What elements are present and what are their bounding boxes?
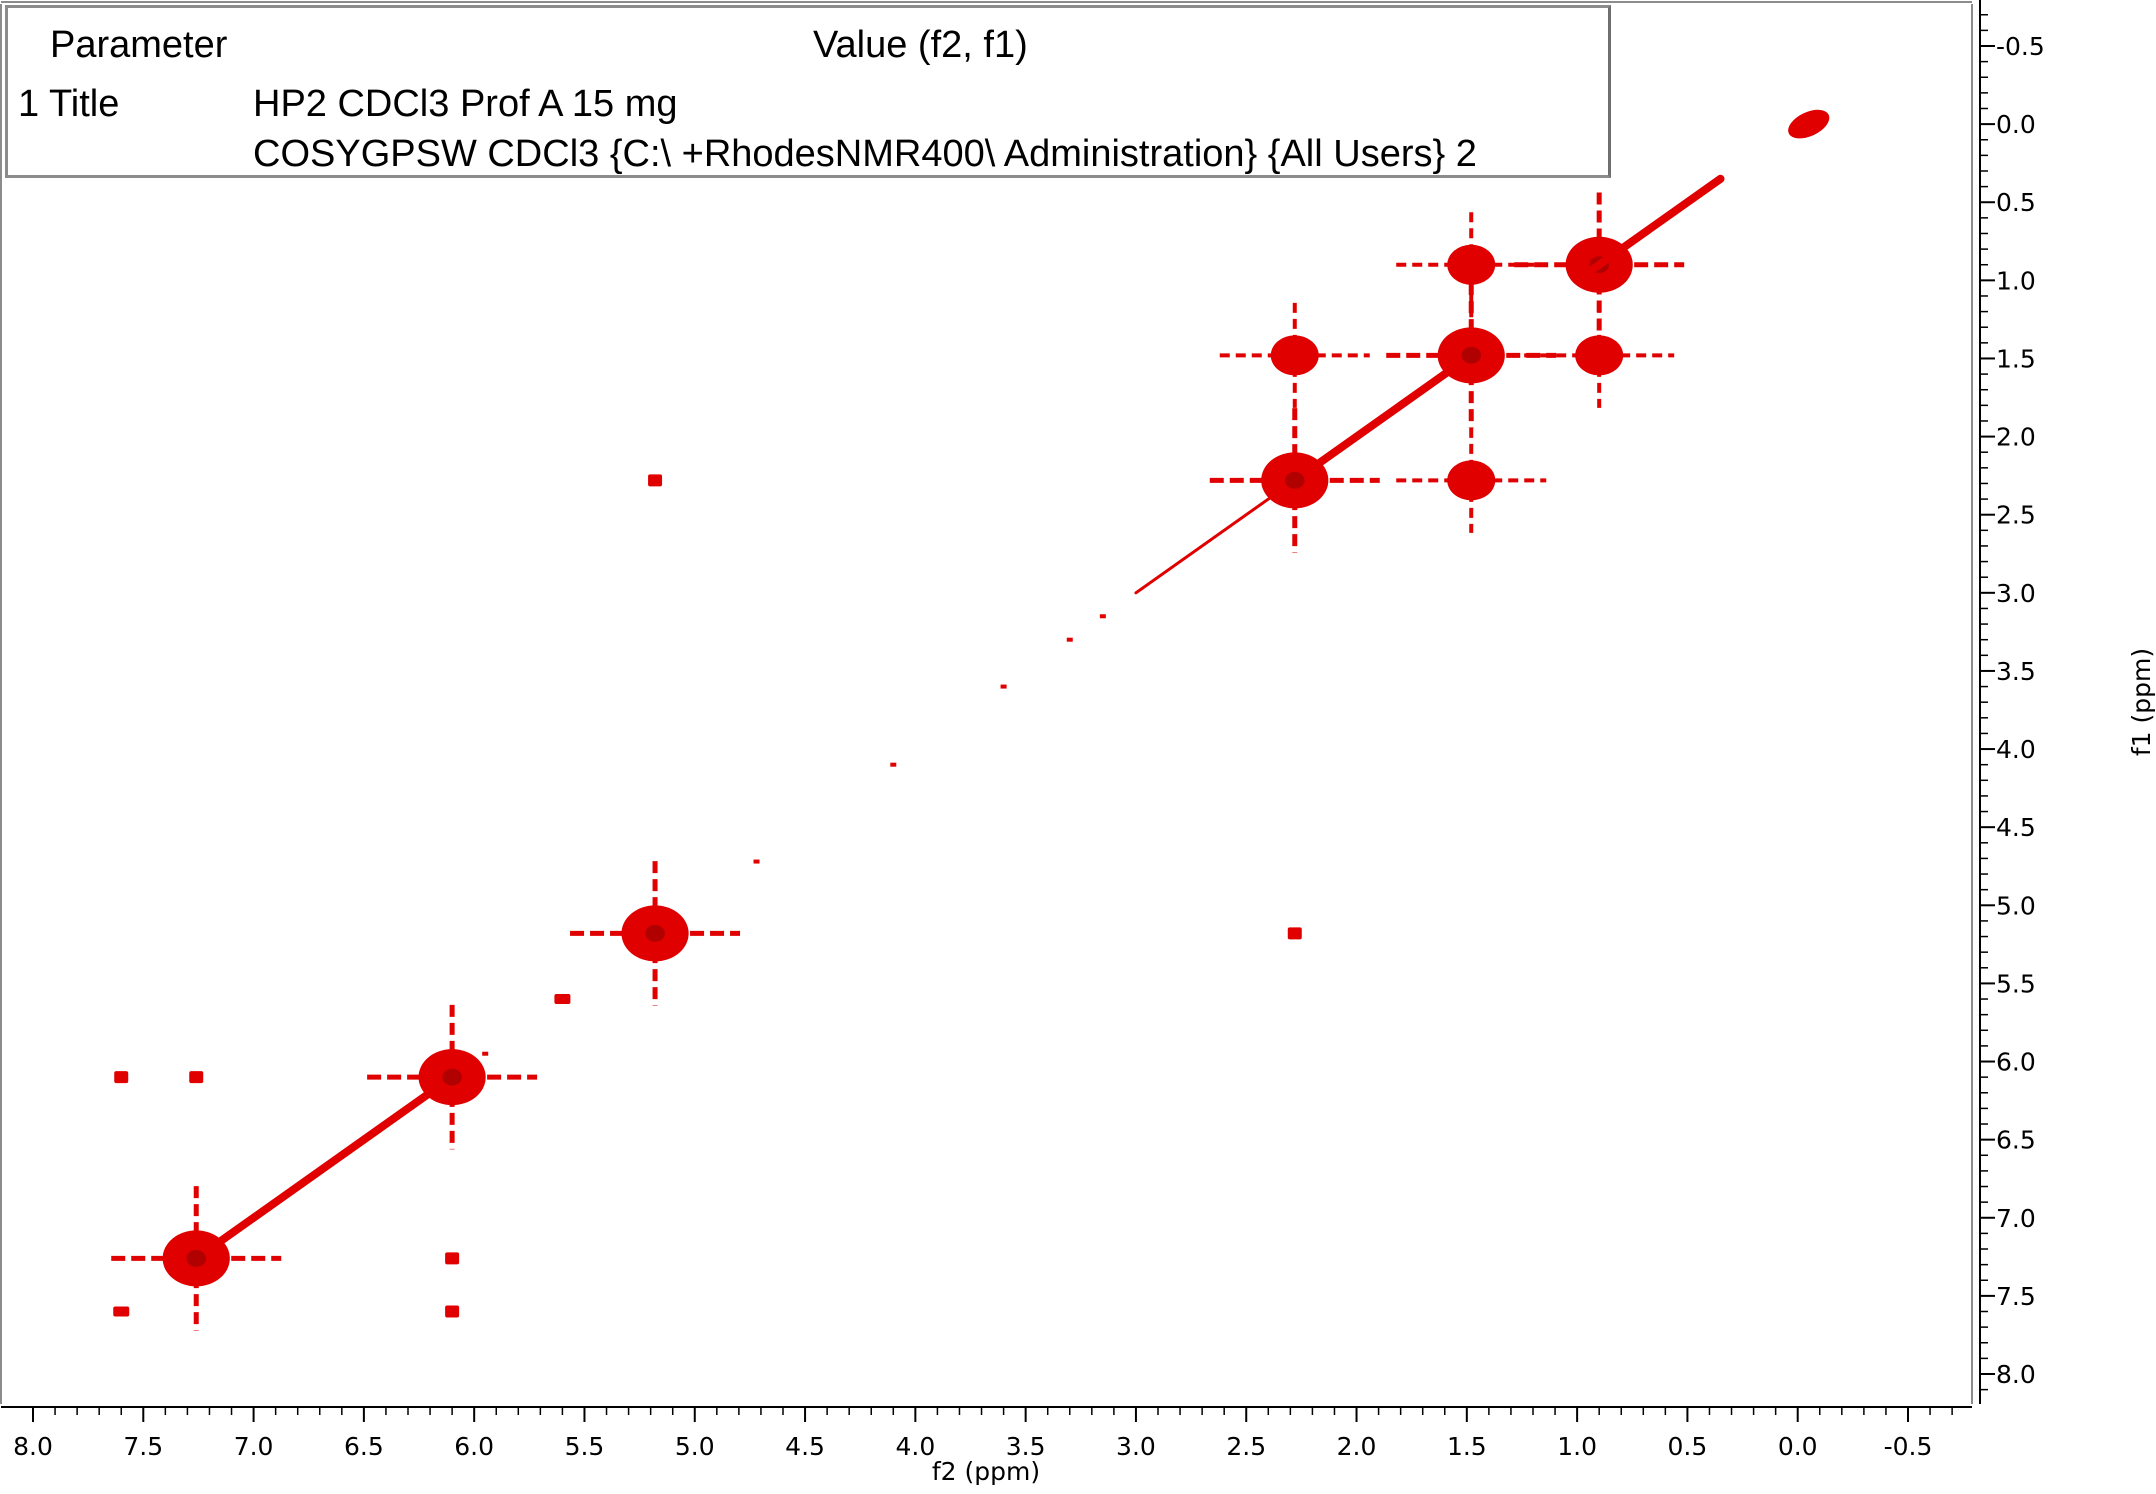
x-tick-label: 2.5	[1226, 1432, 1266, 1461]
diagonal-peak	[367, 1004, 538, 1150]
y-tick-label: 2.0	[1996, 423, 2036, 452]
cross-peak	[445, 1305, 460, 1318]
parameter-column-header: Parameter	[50, 24, 228, 66]
diagonal-streak-layer	[205, 174, 1725, 1254]
cross-peak	[1396, 427, 1547, 533]
diagonal-speck	[272, 1200, 279, 1205]
x-tick-label: 2.0	[1337, 1432, 1377, 1461]
title-row-value-line2: COSYGPSW CDCl3 {C:\ +RhodesNMR400\ Admin…	[253, 133, 1477, 175]
peaks-layer	[111, 109, 1830, 1331]
x-tick-label: 6.5	[344, 1432, 384, 1461]
x-tick-label: 5.5	[565, 1432, 605, 1461]
y-axis-title: f1 (ppm)	[2127, 648, 2156, 756]
x-tick-label: 1.0	[1557, 1432, 1597, 1461]
y-tick-label: 3.5	[1996, 657, 2036, 686]
x-tick-label: 1.5	[1447, 1432, 1487, 1461]
x-axis-title: f2 (ppm)	[932, 1457, 1040, 1486]
diagonal-streak	[1134, 489, 1281, 595]
x-tick-label: 7.0	[234, 1432, 274, 1461]
cross-peak	[1396, 212, 1547, 318]
x-tick-label: 5.0	[675, 1432, 715, 1461]
peak-core	[1270, 335, 1319, 376]
y-tick-label: 2.5	[1996, 501, 2036, 530]
y-tick-label: 5.5	[1996, 969, 2036, 998]
diagonal-streak	[1584, 174, 1725, 277]
peak-center	[442, 1068, 462, 1086]
x-tick-label: 4.0	[895, 1432, 935, 1461]
peak-center	[1284, 471, 1305, 489]
diagonal-streak	[1308, 362, 1460, 472]
x-tick-label: 6.0	[454, 1432, 494, 1461]
y-tick-label: 7.0	[1996, 1204, 2036, 1233]
diagonal-peak	[1209, 408, 1380, 553]
y-axis: -0.5 0.0 0.5 1.0 1.5 2.0 2.5 3.0 3.5 4.0 4.5 5.0 5.5…	[1979, 0, 2045, 1404]
peak-center	[186, 1249, 207, 1267]
x-axis: 8.0 7.5 7.0 6.5 6.0 5.5 5.0 4.5 4.0 3.5 3.0 2.5 2.0 1…	[1, 1406, 1972, 1461]
x-tick-label: 0.0	[1778, 1432, 1818, 1461]
diagonal-speck	[482, 1051, 489, 1056]
cross-peak	[114, 1071, 129, 1084]
y-tick-label: 0.5	[1996, 188, 2036, 217]
cross-peak	[189, 1071, 204, 1084]
y-tick-label: 3.0	[1996, 579, 2036, 608]
diagonal-peak	[570, 861, 741, 1006]
diagonal-speck	[1000, 684, 1007, 689]
diagonal-peak	[1788, 109, 1830, 139]
cross-peak	[554, 994, 571, 1005]
y-tick-label: 1.5	[1996, 344, 2036, 373]
y-tick-label: 6.5	[1996, 1126, 2036, 1155]
diagonal-speck	[316, 1168, 323, 1173]
title-row-value-line1: HP2 CDCl3 Prof A 15 mg	[253, 83, 678, 125]
peak-center	[1461, 346, 1482, 364]
y-tick-label: 6.0	[1996, 1048, 2036, 1077]
parameter-table: Parameter Value (f2, f1) 1 Title HP2 CDC…	[5, 5, 1611, 178]
y-tick-label: 4.0	[1996, 735, 2036, 764]
x-tick-label: 8.0	[13, 1432, 53, 1461]
x-tick-label: 3.5	[1006, 1432, 1046, 1461]
y-tick-label: 8.0	[1996, 1360, 2036, 1389]
diagonal-speck	[1066, 637, 1073, 642]
y-tick-label: 7.5	[1996, 1282, 2036, 1311]
diagonal-speck	[1099, 614, 1106, 619]
peak-center	[645, 925, 665, 942]
x-tick-label: 7.5	[123, 1432, 163, 1461]
cross-peak	[1287, 927, 1302, 940]
diagonal-speck	[890, 762, 897, 767]
title-row-label: 1 Title	[18, 83, 120, 125]
y-tick-label: -0.5	[1996, 32, 2045, 61]
cross-peak	[445, 1252, 460, 1265]
peak-core	[1447, 460, 1496, 501]
y-tick-label: 4.5	[1996, 813, 2036, 842]
cross-peak	[1219, 302, 1370, 408]
x-tick-label: -0.5	[1884, 1432, 1933, 1461]
cross-peak	[648, 474, 663, 487]
y-tick-label: 1.0	[1996, 266, 2036, 295]
peak-core	[1575, 335, 1624, 376]
x-tick-label: 3.0	[1116, 1432, 1156, 1461]
cross-peak	[1524, 302, 1675, 408]
diagonal-speck	[753, 859, 760, 864]
value-column-header: Value (f2, f1)	[813, 24, 1028, 66]
diagonal-peak	[111, 1186, 282, 1331]
peak-core	[1447, 244, 1496, 285]
x-tick-label: 0.5	[1668, 1432, 1708, 1461]
cross-peak	[113, 1306, 130, 1317]
y-tick-label: 0.0	[1996, 110, 2036, 139]
y-tick-label: 5.0	[1996, 891, 2036, 920]
x-tick-label: 4.5	[785, 1432, 825, 1461]
